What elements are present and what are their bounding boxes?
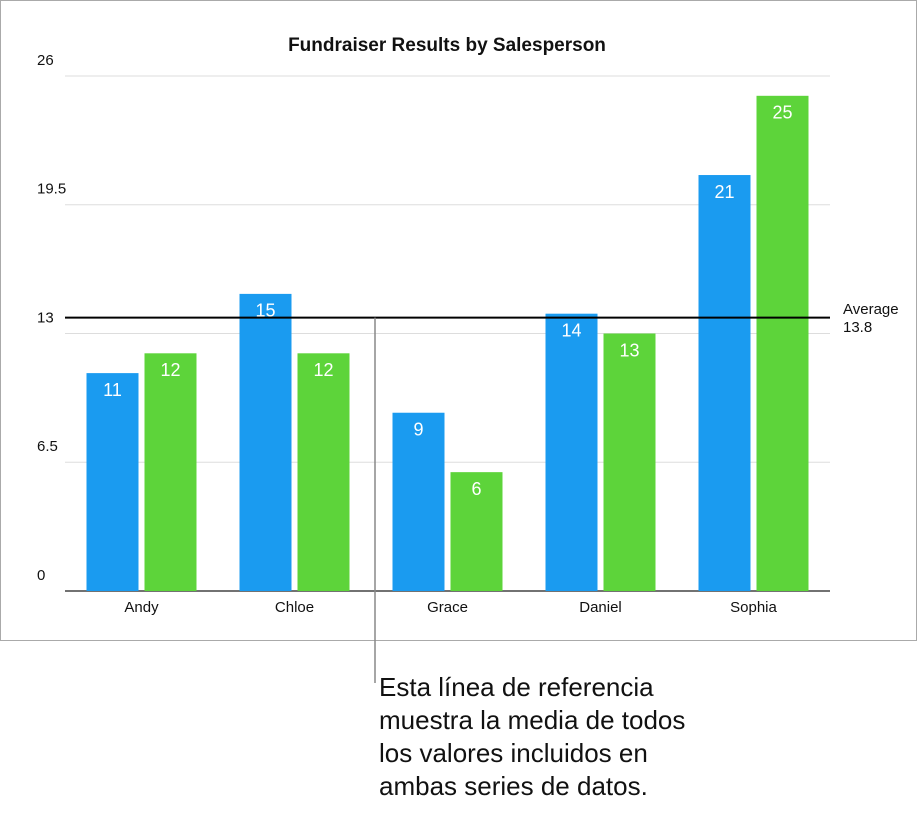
bar <box>698 175 751 592</box>
y-tick-label: 6.5 <box>37 438 58 455</box>
bar <box>603 333 656 591</box>
value-label: 9 <box>413 419 423 439</box>
value-label: 12 <box>160 360 180 380</box>
value-label: 13 <box>619 340 639 360</box>
x-tick-label: Sophia <box>730 599 777 616</box>
value-label: 14 <box>561 320 581 340</box>
chart-frame <box>0 0 917 641</box>
x-tick-label: Grace <box>427 599 468 616</box>
y-tick-label: 0 <box>37 567 45 584</box>
bar <box>297 353 350 591</box>
bar <box>239 293 292 591</box>
bar <box>450 472 503 591</box>
bar <box>756 95 809 592</box>
value-label: 11 <box>103 380 122 400</box>
x-tick-label: Andy <box>124 599 159 616</box>
y-tick-label: 13 <box>37 309 54 326</box>
x-tick-label: Chloe <box>275 599 314 616</box>
reference-value: 13.8 <box>843 319 872 336</box>
annotation-text: ambas series de datos. <box>379 771 648 801</box>
y-tick-label: 26 <box>37 52 54 69</box>
reference-label: Average <box>843 301 899 318</box>
x-tick-label: Daniel <box>579 599 622 616</box>
chart-title: Fundraiser Results by Salesperson <box>288 35 606 56</box>
value-label: 12 <box>313 360 333 380</box>
value-label: 15 <box>255 301 275 321</box>
bar <box>545 313 598 591</box>
annotation-text: los valores incluidos en <box>379 738 648 768</box>
y-tick-label: 19.5 <box>37 181 66 198</box>
bar <box>392 412 445 591</box>
value-label: 25 <box>772 103 792 123</box>
annotation-text: Esta línea de referencia <box>379 672 654 702</box>
value-label: 21 <box>714 182 734 202</box>
bar <box>144 353 197 591</box>
annotation-text: muestra la media de todos <box>379 705 685 735</box>
value-label: 6 <box>471 479 481 499</box>
bar <box>86 373 139 591</box>
